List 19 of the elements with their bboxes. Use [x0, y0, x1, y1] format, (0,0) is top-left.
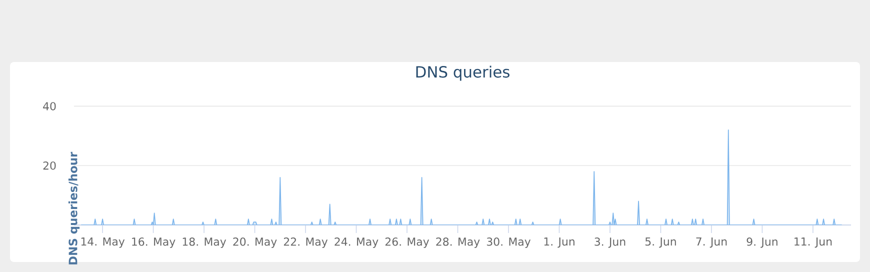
x-tick-label: 16. May: [132, 238, 176, 248]
x-tick-label: 20. May: [233, 238, 277, 248]
y-tick-label: 20: [43, 161, 56, 170]
x-tick-label: 7. Jun: [696, 238, 727, 248]
x-tick-label: 14. May: [81, 238, 125, 248]
x-tick-label: 1. Jun: [544, 238, 574, 248]
y-tick-label: 40: [43, 102, 56, 110]
x-tick-label: 28. May: [436, 238, 480, 248]
x-tick-label: 18. May: [182, 238, 226, 248]
chart-title: DNS queries: [416, 66, 510, 81]
x-tick-label: 26. May: [385, 238, 430, 248]
x-tick-label: 24. May: [334, 238, 378, 248]
x-tick-label: 3. Jun: [594, 238, 626, 248]
x-tick-label: 5. Jun: [645, 238, 676, 248]
x-tick-label: 11. Jun: [794, 238, 832, 248]
y-axis-title: DNS queries/hour: [68, 152, 80, 264]
x-tick-label: 9. Jun: [746, 238, 778, 248]
x-tick-label: 22. May: [284, 238, 328, 248]
x-tick-label: 30. May: [486, 238, 531, 248]
